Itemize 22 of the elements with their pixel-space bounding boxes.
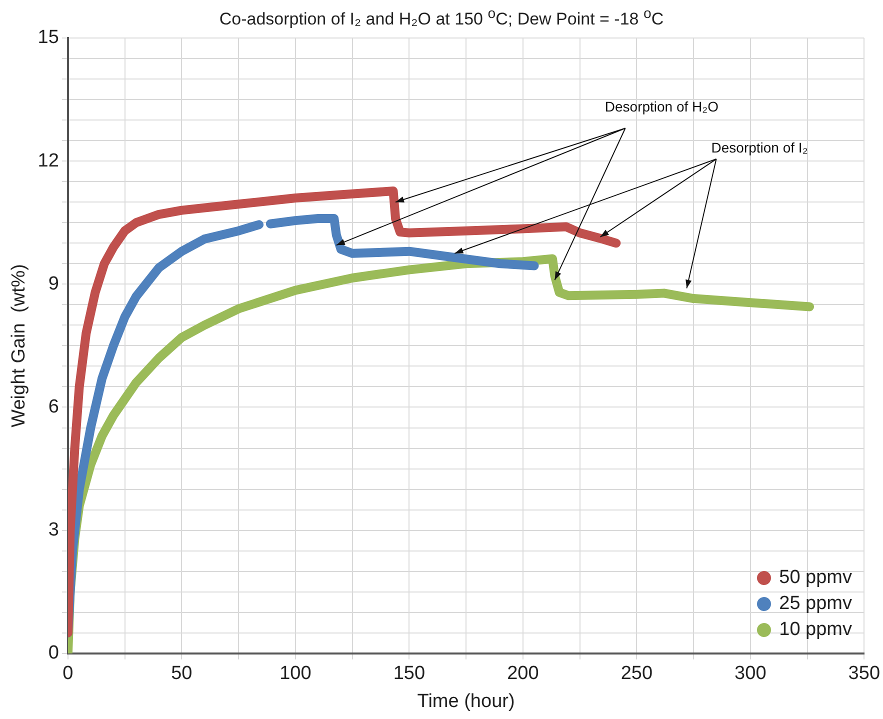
y-axis-title: Weight Gain (wt%): [8, 264, 30, 428]
y-tick-label: 6: [48, 396, 59, 418]
y-tick-label: 3: [48, 520, 59, 541]
x-tick-label: 200: [507, 663, 539, 684]
y-tick-label: 0: [48, 642, 59, 664]
annotation: Desorption of H₂O: [604, 98, 719, 115]
y-tick-label: 9: [48, 273, 59, 294]
x-axis-title: Time (hour): [417, 690, 515, 712]
x-tick-label: 0: [62, 663, 74, 684]
legend-label: 25 ppmv: [779, 593, 852, 616]
annotation: Desorption of I₂: [711, 140, 808, 156]
x-tick-label: 250: [620, 663, 653, 684]
legend-label: 50 ppmv: [779, 567, 852, 590]
y-tick-label: 12: [38, 150, 59, 172]
legend-label: 10 ppmv: [779, 619, 852, 642]
x-tick-label: 50: [171, 663, 192, 684]
chart-title: Co-adsorption of I₂ and H₂O at 150 $^{o}$C; Dew Point = -18 $^{o}$C: [219, 6, 664, 29]
x-tick-label: 100: [280, 663, 312, 684]
x-tick-label: 150: [393, 663, 426, 684]
y-tick-label: 15: [38, 27, 59, 48]
x-tick-label: 350: [848, 663, 880, 684]
x-tick-label: 300: [734, 663, 766, 684]
